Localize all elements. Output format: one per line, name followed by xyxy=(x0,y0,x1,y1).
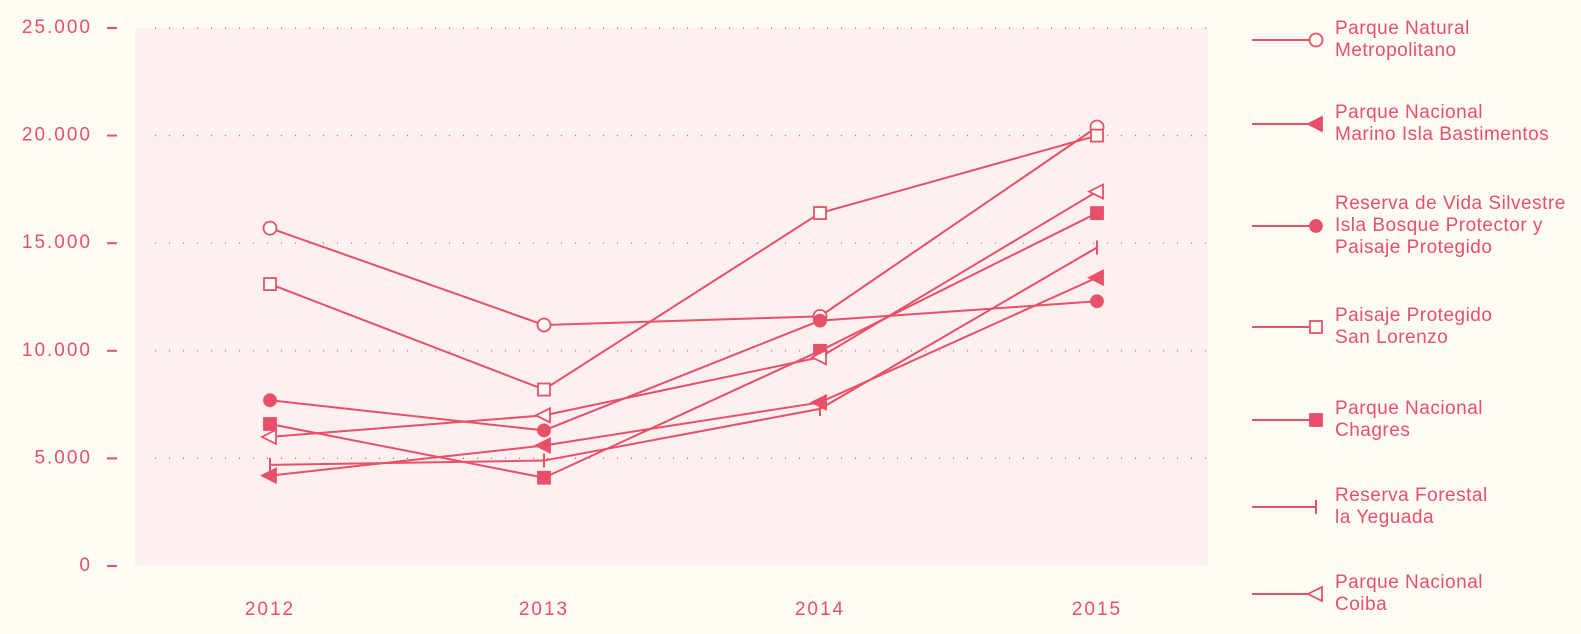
legend-label: Parque Natural Metropolitano xyxy=(1335,18,1470,61)
legend-label: Reserva Forestal la Yeguada xyxy=(1335,485,1488,528)
series-line xyxy=(269,190,1098,438)
legend-label: Paisaje Protegido San Lorenzo xyxy=(1335,305,1492,348)
legend-marker xyxy=(1309,219,1323,233)
legend-label: Parque Nacional Marino Isla Bastimentos xyxy=(1335,102,1549,145)
legend-marker xyxy=(1305,115,1323,133)
marker xyxy=(813,313,827,328)
legend-label: Parque Nacional Chagres xyxy=(1335,398,1483,441)
plot-area xyxy=(135,28,1208,566)
y-tick-label: 0 xyxy=(79,555,92,576)
series-line xyxy=(269,246,1098,466)
legend-marker xyxy=(1305,585,1323,603)
marker xyxy=(813,206,827,220)
y-tick-label: 20.000 xyxy=(22,125,92,146)
legend-marker xyxy=(1309,320,1323,334)
y-tick-label: 5.000 xyxy=(34,447,92,468)
marker xyxy=(1090,206,1104,220)
marker xyxy=(533,406,551,424)
series-line xyxy=(269,276,1098,477)
x-tick-label: 2012 xyxy=(245,599,295,620)
marker xyxy=(1090,128,1104,143)
marker xyxy=(263,393,277,408)
y-tick-label: 15.000 xyxy=(22,232,92,253)
series-line xyxy=(269,212,1098,479)
series-line xyxy=(269,134,1098,391)
marker xyxy=(536,317,552,333)
marker xyxy=(537,470,551,485)
legend-label: Parque Nacional Coiba xyxy=(1335,572,1483,615)
y-tick-label: 10.000 xyxy=(22,340,92,361)
marker xyxy=(259,428,277,446)
marker xyxy=(259,467,277,485)
marker xyxy=(533,437,551,454)
marker xyxy=(1086,183,1104,201)
y-tick-label: 25.000 xyxy=(22,17,92,38)
marker xyxy=(263,417,277,431)
marker xyxy=(1090,294,1104,309)
series-line xyxy=(269,126,1098,326)
legend-marker xyxy=(1309,413,1323,427)
legend-marker xyxy=(1308,32,1324,48)
series-line xyxy=(269,300,1098,432)
x-tick-label: 2015 xyxy=(1072,599,1122,620)
marker xyxy=(537,423,551,438)
marker xyxy=(263,277,277,291)
marker xyxy=(1086,269,1104,287)
x-tick-label: 2014 xyxy=(795,599,845,620)
marker xyxy=(809,348,827,366)
legend-label: Reserva de Vida Silvestre Isla Bosque Pro… xyxy=(1335,193,1566,258)
marker xyxy=(537,382,551,397)
marker xyxy=(262,220,278,236)
x-tick-label: 2013 xyxy=(519,599,569,620)
